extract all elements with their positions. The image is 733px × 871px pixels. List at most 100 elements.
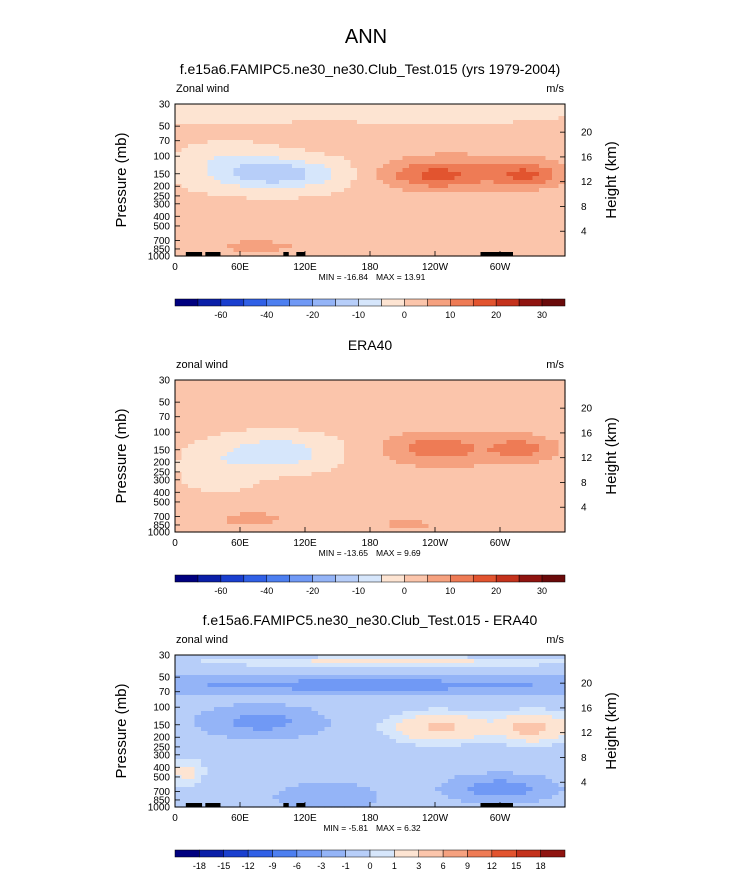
heatmap-cell [487,136,495,141]
heatmap-cell [201,512,209,517]
heatmap-cell [279,236,287,241]
heatmap-cell [558,464,566,469]
heatmap-cell [402,436,410,441]
heatmap-cell [389,120,397,125]
heatmap-cell [305,468,313,473]
heatmap-cell [344,456,352,461]
heatmap-cell [513,144,521,149]
heatmap-cell [253,140,261,145]
heatmap-cell [246,140,254,145]
heatmap-cell [461,412,469,417]
heatmap-cell [305,484,313,489]
heatmap-cell [311,204,319,209]
heatmap-cell [298,188,306,193]
heatmap-cell [389,512,397,517]
heatmap-cell [519,164,527,169]
heatmap-cell [207,452,215,457]
heatmap-cell [454,248,462,253]
heatmap-cell [441,444,449,449]
heatmap-cell [552,416,560,421]
heatmap-cell [441,168,449,173]
heatmap-cell [487,176,495,181]
heatmap-cell [272,168,280,173]
heatmap-cell [201,408,209,413]
heatmap-cell [279,168,287,173]
heatmap-cell [480,428,488,433]
heatmap-cell [500,444,508,449]
heatmap-cell [331,520,339,525]
heatmap-cell [201,452,209,457]
heatmap-cell [402,164,410,169]
heatmap-cell [409,516,417,521]
heatmap-cell [389,192,397,197]
heatmap-cell [331,108,339,113]
heatmap-cell [454,432,462,437]
heatmap-cell [506,124,514,129]
heatmap-cell [331,448,339,453]
heatmap-cell [292,492,300,497]
y-tick-label: 30 [159,376,171,387]
heatmap-cell [188,528,196,533]
heatmap-cell [513,180,521,185]
heatmap-cell [396,136,404,141]
heatmap-cell [441,456,449,461]
heatmap-cell [279,208,287,213]
heatmap-cell [454,212,462,217]
heatmap-cell [396,476,404,481]
heatmap-cell [207,404,215,409]
heatmap-cell [487,516,495,521]
heatmap-cell [175,248,183,253]
heatmap-cell [350,116,358,121]
heatmap-cell [233,380,241,385]
heatmap-cell [279,380,287,385]
heatmap-cell [318,148,326,153]
heatmap-cell [344,212,352,217]
heatmap-cell [467,136,475,141]
heatmap-cell [409,667,417,672]
heatmap-cell [526,252,534,257]
heatmap-cell [519,252,527,257]
heatmap-cell [266,172,274,177]
heatmap-cell [441,420,449,425]
heatmap-cell [370,240,378,245]
heatmap-cell [435,144,443,149]
heatmap-cell [506,444,514,449]
heatmap-cell [539,200,547,205]
heatmap-cell [441,204,449,209]
heatmap-cell [396,424,404,429]
heatmap-cell [259,224,267,229]
heatmap-cell [389,388,397,393]
heatmap-cell [272,448,280,453]
heatmap-cell [350,420,358,425]
heatmap-cell [519,655,527,660]
heatmap-cell [448,120,456,125]
heatmap-cell [259,516,267,521]
heatmap-cell [266,108,274,113]
heatmap-cell [441,144,449,149]
heatmap-cell [448,404,456,409]
heatmap-cell [253,236,261,241]
heatmap-cell [389,108,397,113]
heatmap-cell [409,224,417,229]
heatmap-cell [318,116,326,121]
heatmap-cell [376,172,384,177]
heatmap-cell [422,224,430,229]
heatmap-cell [214,416,222,421]
heatmap-cell [253,472,261,477]
heatmap-cell [493,232,501,237]
heatmap-cell [461,468,469,473]
heatmap-cell [233,500,241,505]
heatmap-cell [292,152,300,157]
heatmap-cell [285,400,293,405]
heatmap-cell [409,456,417,461]
heatmap-cell [292,424,300,429]
heatmap-cell [207,492,215,497]
colorbar-label: -10 [352,310,365,320]
heatmap-cell [552,148,560,153]
heatmap-cell [506,484,514,489]
heatmap-cell [467,520,475,525]
heatmap-cell [422,384,430,389]
heatmap-cell [175,520,183,525]
heatmap-cell [207,488,215,493]
heatmap-cell [311,380,319,385]
